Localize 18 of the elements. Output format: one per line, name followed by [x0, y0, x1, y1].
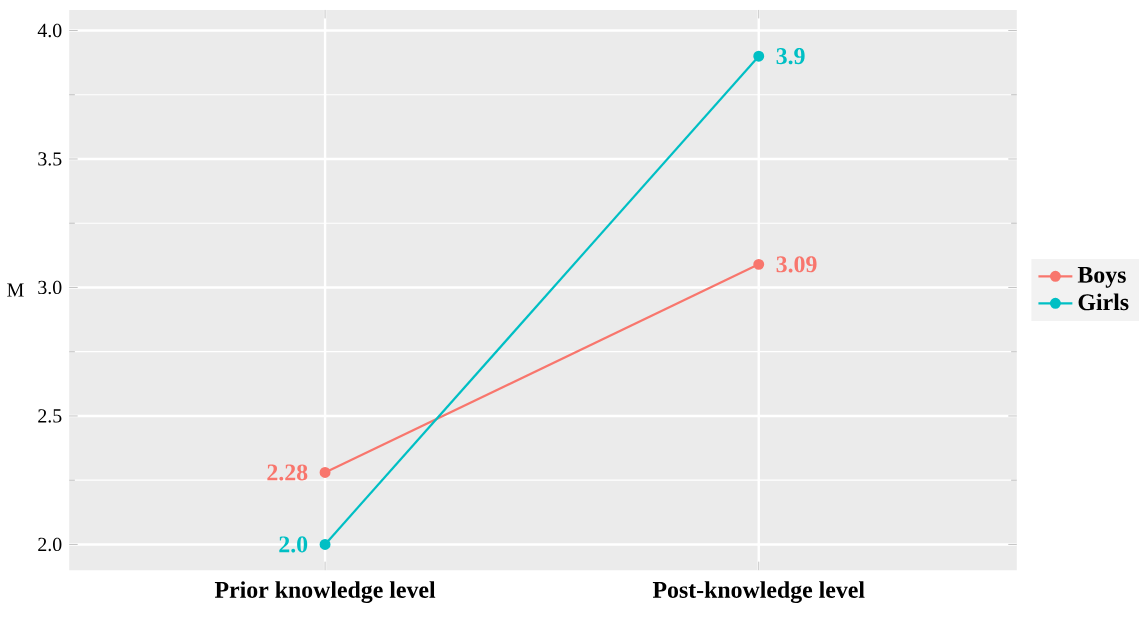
y-axis-title: M: [7, 283, 24, 297]
x-tick-label: Prior knowledge level: [214, 581, 436, 604]
data-label: 2.28: [267, 464, 308, 481]
y-tick-label: 4.0: [37, 23, 62, 38]
data-label: 3.09: [776, 256, 817, 273]
y-tick-label: 2.5: [38, 409, 62, 423]
legend-label: Boys: [1077, 267, 1126, 288]
point: [753, 50, 765, 62]
y-tick-label: 2.0: [38, 537, 62, 552]
x-tick-label: Post-knowledge level: [652, 581, 865, 604]
y-tick-label: 3.0: [38, 280, 62, 295]
data-label: 3.9: [776, 48, 805, 65]
point: [753, 258, 765, 270]
legend-label: Girls: [1078, 293, 1129, 311]
y-tick-label: 3.5: [38, 152, 62, 166]
point: [319, 467, 331, 479]
point: [319, 539, 331, 550]
data-label: 2.0: [279, 536, 308, 553]
